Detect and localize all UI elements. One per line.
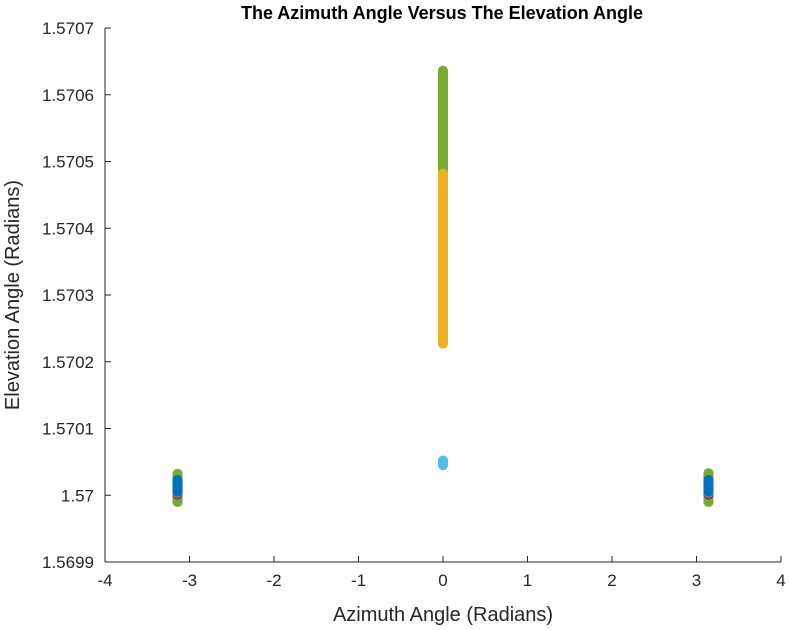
data-points-layer bbox=[172, 65, 714, 507]
y-tick-label: 1.5705 bbox=[42, 153, 94, 172]
y-tick-label: 1.57 bbox=[61, 486, 94, 505]
y-tick-label: 1.5703 bbox=[42, 286, 94, 305]
data-point bbox=[703, 474, 714, 485]
chart-title: The Azimuth Angle Versus The Elevation A… bbox=[241, 3, 643, 23]
x-axis-title: Azimuth Angle (Radians) bbox=[333, 604, 553, 626]
data-point bbox=[172, 496, 183, 507]
x-tick-label: -4 bbox=[97, 571, 112, 590]
x-tick-label: 0 bbox=[438, 571, 447, 590]
x-tick-label: 2 bbox=[607, 571, 616, 590]
data-point bbox=[438, 65, 448, 76]
axes: -4 -3 -2 -1 0 1 2 3 4 1.5699 1.57 1.5701 1.5702 1.57… bbox=[42, 19, 786, 590]
scatter-series bbox=[438, 455, 448, 471]
x-tick-label: 1 bbox=[523, 571, 532, 590]
x-tick-label: -2 bbox=[266, 571, 281, 590]
y-tick-label: 1.5699 bbox=[42, 553, 94, 572]
scatter-series bbox=[172, 474, 183, 497]
y-axis-title: Elevation Angle (Radians) bbox=[2, 180, 24, 410]
data-point bbox=[438, 168, 448, 179]
data-point bbox=[172, 474, 183, 485]
data-point bbox=[438, 455, 448, 466]
scatter-series bbox=[703, 474, 714, 497]
y-tick-label: 1.5706 bbox=[42, 86, 94, 105]
data-point bbox=[703, 496, 714, 507]
x-tick-label: -3 bbox=[182, 571, 197, 590]
x-tick-label: 4 bbox=[776, 571, 785, 590]
x-tick-label: -1 bbox=[351, 571, 366, 590]
x-axis-ticks: -4 -3 -2 -1 0 1 2 3 4 bbox=[97, 556, 786, 590]
x-tick-label: 3 bbox=[692, 571, 701, 590]
y-tick-label: 1.5707 bbox=[42, 19, 94, 38]
scatter-series bbox=[438, 168, 448, 349]
y-tick-label: 1.5702 bbox=[42, 353, 94, 372]
y-tick-label: 1.5701 bbox=[42, 420, 94, 439]
y-axis-ticks: 1.5699 1.57 1.5701 1.5702 1.5703 1.5704 1.5705… bbox=[42, 19, 111, 572]
y-tick-label: 1.5704 bbox=[42, 219, 94, 238]
